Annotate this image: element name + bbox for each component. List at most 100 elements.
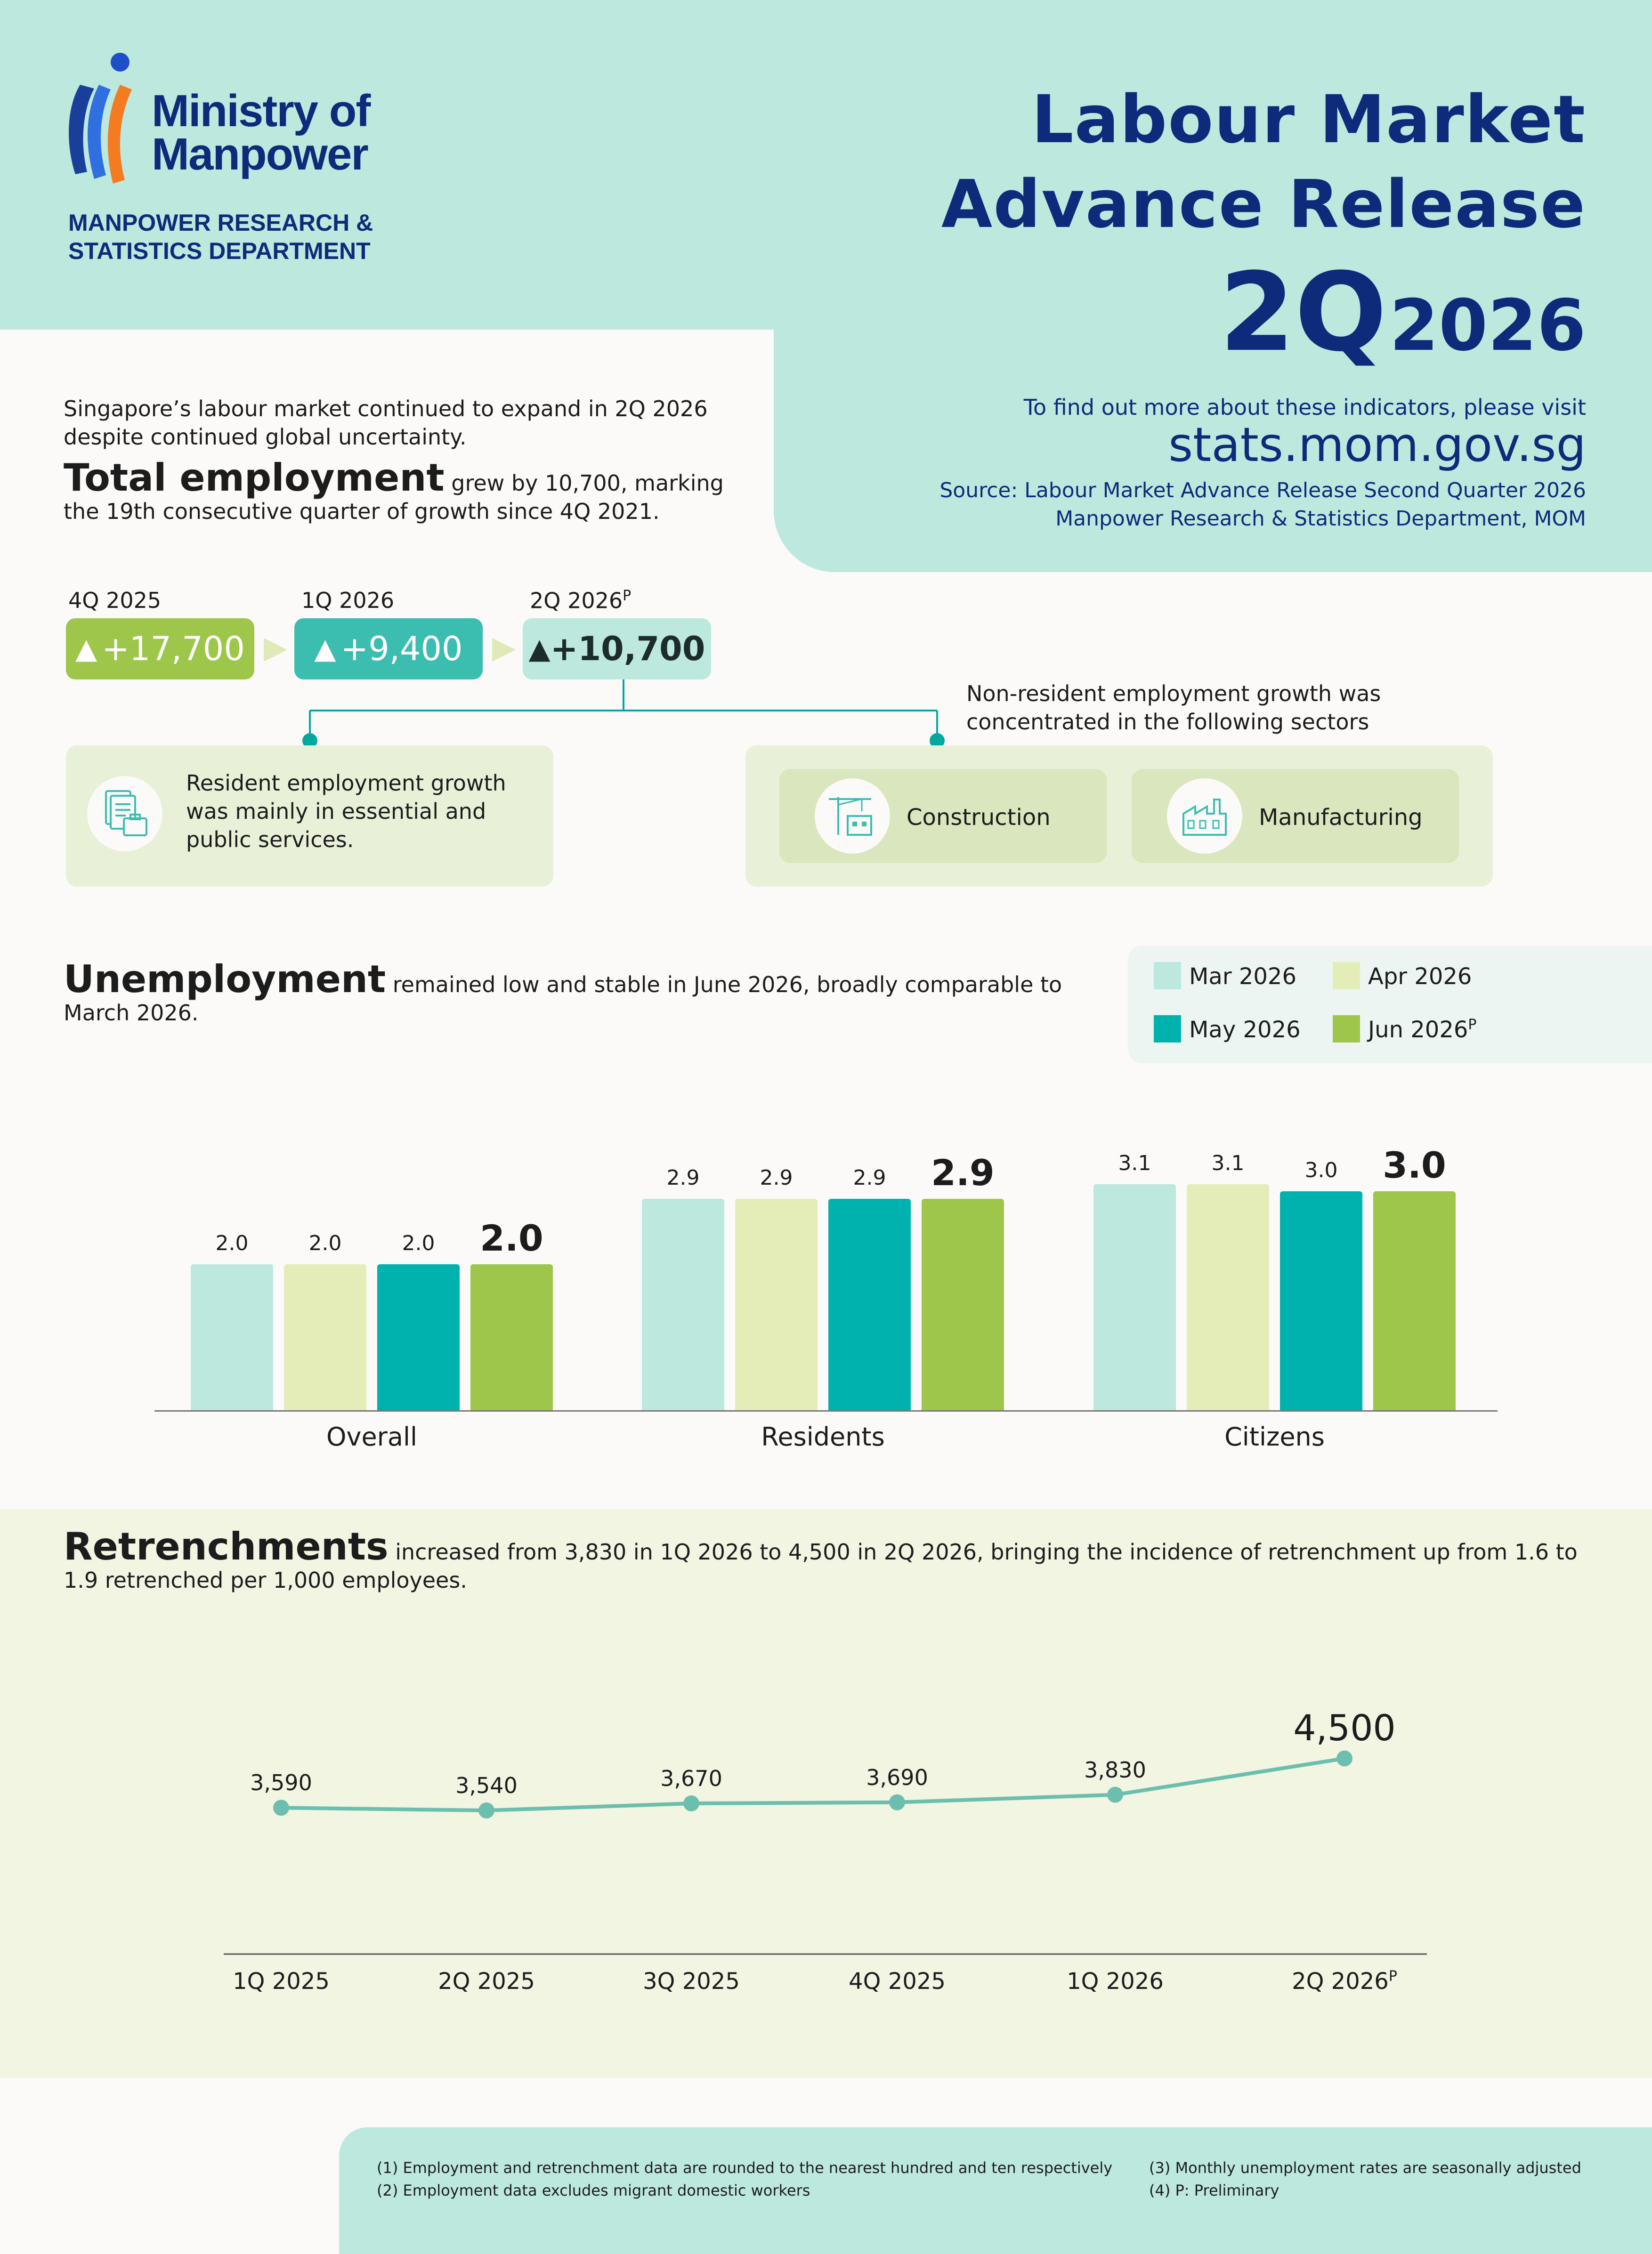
- data-point: [1107, 1786, 1123, 1803]
- footnote-1: (1) Employment and retrenchment data are…: [377, 2159, 1113, 2177]
- header-panel: [774, 0, 1652, 572]
- line-chart-svg: [224, 1750, 1427, 1955]
- visit-text: To find out more about these indicators,…: [1023, 395, 1586, 420]
- logo-line-1: Ministry of: [152, 86, 371, 136]
- legend-label-apr: Apr 2026: [1368, 963, 1472, 990]
- point-value-label: 3,670: [660, 1766, 722, 1792]
- up-triangle-icon: ▲: [314, 632, 336, 665]
- bar-citizens-2: [1187, 1184, 1269, 1410]
- title-line-2: Advance Release: [941, 166, 1586, 243]
- footnote-4: (4) P: Preliminary: [1149, 2181, 1279, 2199]
- bar-value-label: 2.9: [853, 1165, 886, 1190]
- x-tick-label: 3Q 2025: [643, 1968, 740, 1995]
- retrenchment-line-chart: 3,590 1Q 2025 3,540 2Q 2025 3,670 3Q 2025 3,69…: [0, 1672, 1652, 2001]
- bar-overall-2: [284, 1264, 366, 1410]
- footnotes-panel: (1) Employment and retrenchment data are…: [339, 2127, 1652, 2254]
- point-value-label: 3,540: [455, 1773, 518, 1798]
- footnote-3: (3) Monthly unemployment rates are seaso…: [1149, 2159, 1581, 2177]
- bar-value-label: 2.0: [402, 1231, 435, 1255]
- bar-residents-1: [642, 1198, 724, 1410]
- retrenchment-section: [0, 1509, 1652, 2078]
- up-triangle-icon: ▲: [75, 632, 97, 665]
- data-point: [273, 1800, 289, 1816]
- quarter-label: 2Q: [1219, 250, 1387, 376]
- bar-value-label: 2.0: [480, 1217, 543, 1259]
- sector-label-manufacturing: Manufacturing: [1259, 804, 1423, 831]
- logo-line-2: Manpower: [152, 129, 369, 179]
- bar-residents-2: [735, 1198, 818, 1410]
- category-label-residents: Residents: [761, 1422, 885, 1452]
- bar-residents-3: [828, 1198, 911, 1410]
- sector-label-construction: Construction: [907, 804, 1051, 831]
- employment-heading: Total employment: [64, 456, 445, 500]
- bar-value-label: 3.0: [1304, 1158, 1338, 1182]
- legend-swatch-jun: [1333, 1015, 1360, 1042]
- chart-legend: Mar 2026 Apr 2026 May 2026 Jun 2026P: [1128, 945, 1652, 1063]
- unemployment-heading: Unemployment: [64, 957, 386, 1001]
- legend-label-may: May 2026: [1189, 1017, 1301, 1043]
- year-label: 2026: [1389, 285, 1586, 367]
- x-tick-label: 4Q 2025: [849, 1968, 946, 1995]
- resident-text: Resident employment growth was mainly in…: [186, 770, 506, 852]
- bar-value-label: 3.1: [1118, 1151, 1151, 1175]
- employment-pill-4q2025: ▲ +17,700: [66, 618, 254, 679]
- category-label-overall: Overall: [326, 1422, 417, 1452]
- bar-overall-1: [191, 1264, 273, 1410]
- unemployment-heading-block: Unemployment remained low and stable in …: [64, 961, 1100, 1027]
- employment-heading-rest-2: the 19th consecutive quarter of growth s…: [64, 499, 660, 524]
- bar-value-label: 3.0: [1383, 1144, 1446, 1186]
- legend-label-jun: Jun 2026P: [1368, 1017, 1477, 1043]
- bar-value-label: 2.0: [308, 1231, 342, 1255]
- mom-logo-icon: [69, 53, 132, 184]
- dept-line-1: MANPOWER RESEARCH &: [68, 210, 373, 236]
- x-tick-label: 1Q 2025: [233, 1968, 330, 1995]
- nonresident-text: Non-resident employment growth was conce…: [966, 681, 1381, 735]
- unemployment-heading-rest: remained low and stable in June 2026, br…: [64, 972, 1062, 1026]
- legend-label-mar: Mar 2026: [1189, 963, 1296, 990]
- bar-value-label: 2.9: [760, 1165, 793, 1190]
- arrow-right-icon: [264, 638, 287, 662]
- data-point: [1336, 1750, 1352, 1767]
- series-line: [281, 1756, 1345, 1813]
- footnote-2: (2) Employment data excludes migrant dom…: [377, 2181, 810, 2199]
- data-point: [683, 1795, 699, 1812]
- x-tick-label: 2Q 2026P: [1292, 1968, 1397, 1995]
- bar-value-label: 2.9: [666, 1165, 700, 1190]
- bar-overall-3: [377, 1264, 460, 1410]
- arrow-right-icon: [492, 638, 516, 662]
- source-line-2: Manpower Research & Statistics Departmen…: [1055, 507, 1586, 531]
- x-tick-label: 1Q 2026: [1067, 1968, 1164, 1995]
- bar-citizens-3: [1280, 1191, 1362, 1410]
- factory-icon: [1167, 778, 1242, 854]
- bar-residents-4: [922, 1198, 1004, 1410]
- employment-pill-1q2026: ▲ +9,400: [294, 618, 483, 679]
- retrenchment-heading-block: Retrenchments increased from 3,830 in 1Q…: [64, 1528, 1594, 1594]
- construction-crane-icon: [815, 778, 890, 854]
- x-axis-line: [154, 1410, 1498, 1412]
- release-period: 2Q 2026: [1021, 254, 1586, 385]
- category-label-citizens: Citizens: [1224, 1422, 1325, 1452]
- dept-line-2: STATISTICS DEPARTMENT: [68, 238, 371, 264]
- source-line-1: Source: Labour Market Advance Release Se…: [939, 478, 1586, 502]
- bar-citizens-1: [1093, 1184, 1176, 1410]
- quarter-label-2: 1Q 2026: [301, 588, 395, 613]
- up-triangle-icon: ▲: [528, 632, 551, 665]
- bar-value-label: 3.1: [1211, 1151, 1245, 1175]
- point-value-label: 3,690: [866, 1764, 928, 1790]
- intro-text: Singapore’s labour market continued to e…: [64, 396, 708, 450]
- stats-url-link[interactable]: stats.mom.gov.sg: [1168, 417, 1586, 472]
- bar-citizens-4: [1373, 1191, 1456, 1410]
- bar-value-label: 2.9: [931, 1151, 995, 1194]
- legend-swatch-may: [1154, 1015, 1181, 1042]
- point-value-label: 3,590: [250, 1770, 312, 1796]
- quarter-label-1: 4Q 2025: [68, 588, 162, 613]
- data-point: [889, 1794, 905, 1810]
- retrenchment-heading-rest: increased from 3,830 in 1Q 2026 to 4,500…: [64, 1539, 1578, 1593]
- retrenchment-heading: Retrenchments: [64, 1525, 389, 1568]
- connector-lines: [302, 679, 945, 748]
- legend-swatch-mar: [1154, 962, 1181, 989]
- bar-value-label: 2.0: [215, 1231, 249, 1255]
- employment-heading-block: Total employment grew by 10,700, marking…: [64, 459, 770, 525]
- bar-overall-4: [470, 1264, 553, 1410]
- point-value-label: 4,500: [1293, 1706, 1396, 1749]
